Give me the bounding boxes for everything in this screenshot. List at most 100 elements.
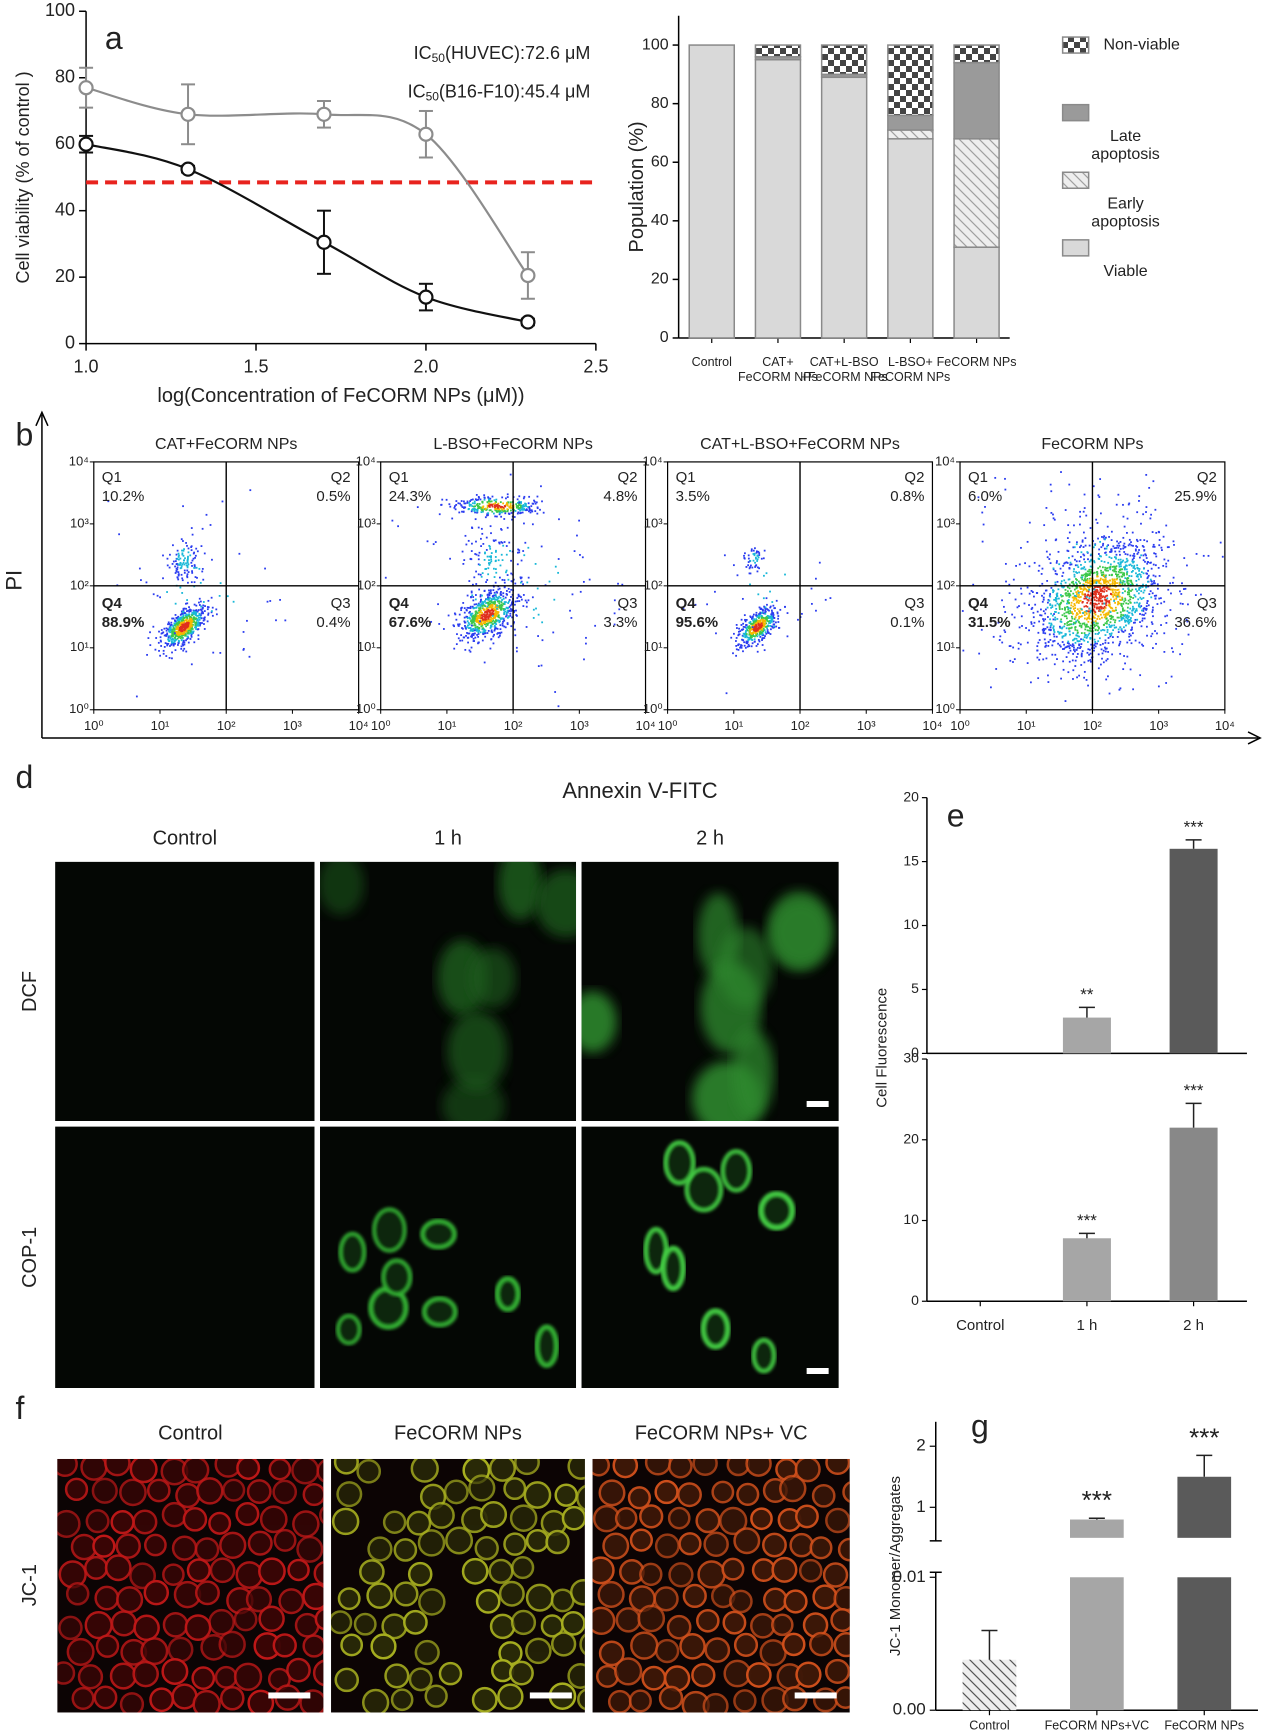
flow-dot xyxy=(754,566,757,568)
flow-dot xyxy=(483,494,486,497)
flow-dot xyxy=(613,612,616,615)
micrograph-content xyxy=(336,1207,560,1368)
flow-dot xyxy=(1074,604,1076,607)
flow-dot xyxy=(191,565,193,567)
flow-dot xyxy=(1045,657,1048,660)
flow-dot xyxy=(1126,560,1128,563)
x-tick-label: 10³ xyxy=(570,718,589,733)
flow-dot xyxy=(169,636,172,639)
flow-dot xyxy=(1108,610,1111,612)
flow-dot xyxy=(1103,605,1106,608)
x-tick-label: 10⁴ xyxy=(922,718,942,733)
flow-dot xyxy=(746,640,749,643)
flow-dot xyxy=(1084,626,1087,628)
flow-dot xyxy=(488,621,491,624)
flow-dot xyxy=(771,611,774,614)
flow-dot xyxy=(1126,576,1129,579)
flow-dot xyxy=(1102,610,1105,613)
flow-dot xyxy=(757,556,760,559)
flow-dot xyxy=(1096,618,1099,620)
flow-dot xyxy=(211,606,214,609)
flow-dot xyxy=(1137,598,1140,601)
flow-dot xyxy=(506,508,509,511)
cell xyxy=(57,1509,81,1538)
flow-dot xyxy=(1150,513,1152,516)
flow-dot xyxy=(1051,644,1054,647)
flow-dot xyxy=(477,554,480,557)
flow-dot xyxy=(1048,622,1051,625)
flow-dot xyxy=(457,502,460,505)
flow-dot xyxy=(1063,606,1066,609)
flow-dot xyxy=(180,620,183,623)
flow-dot xyxy=(1107,619,1109,622)
flow-dot xyxy=(516,563,519,566)
cell xyxy=(612,1458,639,1479)
flow-dot xyxy=(492,642,495,645)
flow-dot xyxy=(735,640,737,642)
flow-dot xyxy=(180,633,183,635)
flow-dot xyxy=(1122,668,1125,671)
flow-dot xyxy=(1061,626,1064,629)
flow-dot xyxy=(490,558,493,561)
flow-dot xyxy=(470,590,473,593)
flow-dot xyxy=(1142,572,1145,575)
flow-dot xyxy=(490,556,492,559)
flow-dot xyxy=(1145,511,1147,513)
cell xyxy=(653,1586,679,1612)
flow-dot xyxy=(518,502,520,505)
legend-label: Late xyxy=(1110,128,1141,145)
flow-dot xyxy=(1134,639,1137,642)
flow-dot xyxy=(181,592,184,594)
flow-dot xyxy=(186,599,189,601)
flow-dot xyxy=(487,573,490,576)
flow-dot xyxy=(1146,580,1149,583)
flow-dot xyxy=(714,590,716,593)
flow-dot xyxy=(525,508,528,511)
flow-dot xyxy=(518,495,521,498)
flow-dot xyxy=(489,600,492,603)
flow-dot xyxy=(1095,518,1098,521)
flow-dot xyxy=(467,641,469,644)
flow-dot xyxy=(1046,626,1049,629)
flow-dot xyxy=(193,603,196,606)
cell xyxy=(781,1632,806,1657)
flow-dot xyxy=(1092,572,1095,575)
flow-dot xyxy=(1120,571,1123,574)
flow-dot xyxy=(505,612,508,615)
flow-dot xyxy=(168,640,171,642)
flow-dot xyxy=(1108,623,1111,626)
flow-dot xyxy=(757,593,760,596)
flow-dot xyxy=(1099,643,1102,646)
flow-dot xyxy=(1083,597,1086,600)
y-tick-label: 15 xyxy=(903,852,919,868)
flow-dot xyxy=(490,592,493,595)
flow-dot xyxy=(540,485,542,488)
flow-dot xyxy=(482,608,485,610)
flow-dot xyxy=(461,627,464,630)
flow-dot xyxy=(1098,608,1101,611)
flow-dot xyxy=(758,552,761,554)
flow-dots xyxy=(384,473,624,708)
flow-dot xyxy=(1043,629,1046,632)
flow-dot xyxy=(187,614,190,616)
flow-dot xyxy=(1088,648,1091,651)
flow-dot xyxy=(1042,596,1045,599)
flow-dot xyxy=(474,553,477,555)
flow-dot xyxy=(472,596,475,598)
flow-dot xyxy=(1036,656,1039,659)
cell xyxy=(58,1615,83,1641)
flow-dot xyxy=(1100,607,1103,610)
flow-dot xyxy=(750,626,753,629)
cell xyxy=(331,1507,360,1536)
flow-dot xyxy=(496,627,499,630)
flow-dot xyxy=(192,609,195,612)
flow-dot xyxy=(498,602,501,605)
flow-dot xyxy=(1083,670,1086,673)
flow-dot xyxy=(198,618,201,621)
flow-dot xyxy=(1123,551,1126,553)
x-tick-label: +FeCORM NPs xyxy=(801,370,888,384)
flow-dot xyxy=(1152,563,1155,566)
bar-segment xyxy=(953,246,1000,339)
flow-dot xyxy=(532,608,535,611)
flow-dot xyxy=(177,552,180,555)
